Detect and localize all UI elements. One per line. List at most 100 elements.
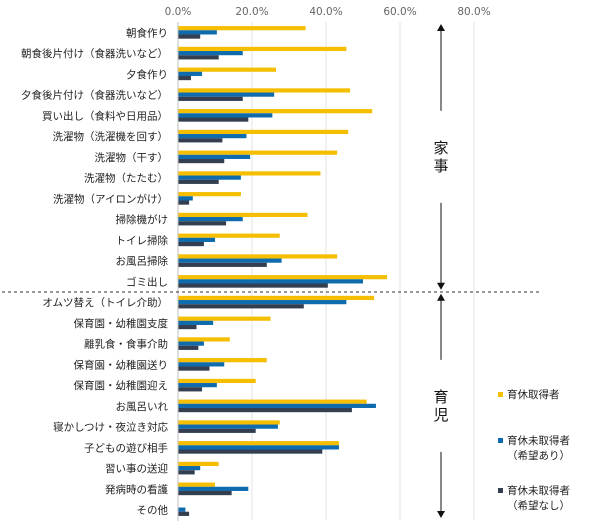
bar [178,449,323,454]
category-label: 保育園・幼稚園迎え [74,379,169,392]
legend-label: （希望あり） [507,449,570,462]
bar [178,158,225,164]
category-label: オムツ替え（トイレ介助） [42,296,168,309]
category-label: 洗濯物（干す） [95,151,169,164]
bar [178,200,190,205]
bar [178,470,195,475]
bar [178,254,338,259]
bar [178,134,247,139]
group-label: 事 [433,157,448,175]
bar [178,179,219,184]
bar [178,300,347,305]
bar [178,482,215,487]
bar [178,92,275,97]
category-label: トイレ掃除 [116,234,169,247]
bar [178,221,227,226]
bar [178,75,191,81]
category-label: 発病時の看護 [105,483,168,496]
gridlines [251,22,475,520]
x-tick-label: 80.0% [457,6,490,18]
arrow-up-icon [437,24,445,31]
category-label: 子どもの遊び相手 [84,441,168,454]
category-label: 朝食後片付け（食器洗いなど） [21,47,168,60]
bar [178,399,367,404]
bar [178,233,280,238]
bar [178,295,375,301]
category-label: お風呂掃除 [116,255,169,268]
bar [178,403,376,408]
legend-label: 育休未取得者 [507,434,570,447]
bar [178,441,339,446]
category-label: 掃除機がけ [116,213,169,226]
arrow-down-icon [437,511,445,518]
bar [178,237,215,242]
bar [178,383,217,388]
category-label: その他 [137,504,169,517]
category-label: ゴミ出し [126,275,168,288]
bar [178,316,271,321]
legend-label: 育休未取得者 [507,484,570,497]
bar [178,150,338,155]
bar [178,67,277,72]
bar [178,283,328,288]
bar [178,511,190,516]
category-label: 洗濯物（洗濯機を回す） [53,130,169,143]
bar [178,507,186,512]
category-label: 保育園・幼稚園支度 [74,317,169,330]
category-label: 洗濯物（たたむ） [84,172,168,185]
legend-label: （希望なし） [507,499,570,512]
group-label: 育 [433,388,448,406]
x-tick-label: 60.0% [383,6,416,18]
bar [178,320,214,325]
bar [178,30,217,35]
bar [178,387,203,392]
bar [178,129,349,135]
bar [178,461,219,467]
bar [178,154,251,159]
bar [178,345,199,350]
category-label: 寝かしつけ・夜泣き対応 [53,421,168,434]
bar [178,175,241,180]
category-label: 保育園・幼稚園送り [74,358,169,371]
bar [178,138,223,143]
bar [178,362,225,367]
bar [178,117,249,122]
bar [178,192,241,197]
bar [178,486,249,491]
bar [178,275,388,280]
bar [178,279,363,284]
bar [178,113,273,118]
category-label: 洗濯物（アイロンがけ） [53,192,168,205]
bar [178,34,201,39]
bar [178,490,232,496]
bar [178,366,210,371]
category-label: 離乳食・食事介助 [84,338,168,351]
bar [178,424,278,429]
category-label: 朝食作り [126,26,168,39]
category-label: 習い事の送迎 [105,462,168,475]
bars [178,26,388,516]
bar [178,358,267,363]
bar [178,109,373,114]
group-label: 家 [433,139,448,157]
bar [178,428,256,433]
bar [178,171,321,176]
bar [178,212,308,218]
group-label: 児 [433,406,448,424]
bar [178,71,203,76]
arrow-up-icon [437,293,445,301]
legend-label: 育休取得者 [507,388,560,401]
bar [178,217,243,222]
x-tick-label: 0.0% [165,6,192,18]
bar [178,304,304,309]
category-label: 夕食作り [126,68,168,81]
bar [178,324,197,330]
bar [178,262,267,267]
legend-swatch [498,488,503,493]
bar [178,196,193,201]
x-tick-label: 40.0% [309,6,342,18]
